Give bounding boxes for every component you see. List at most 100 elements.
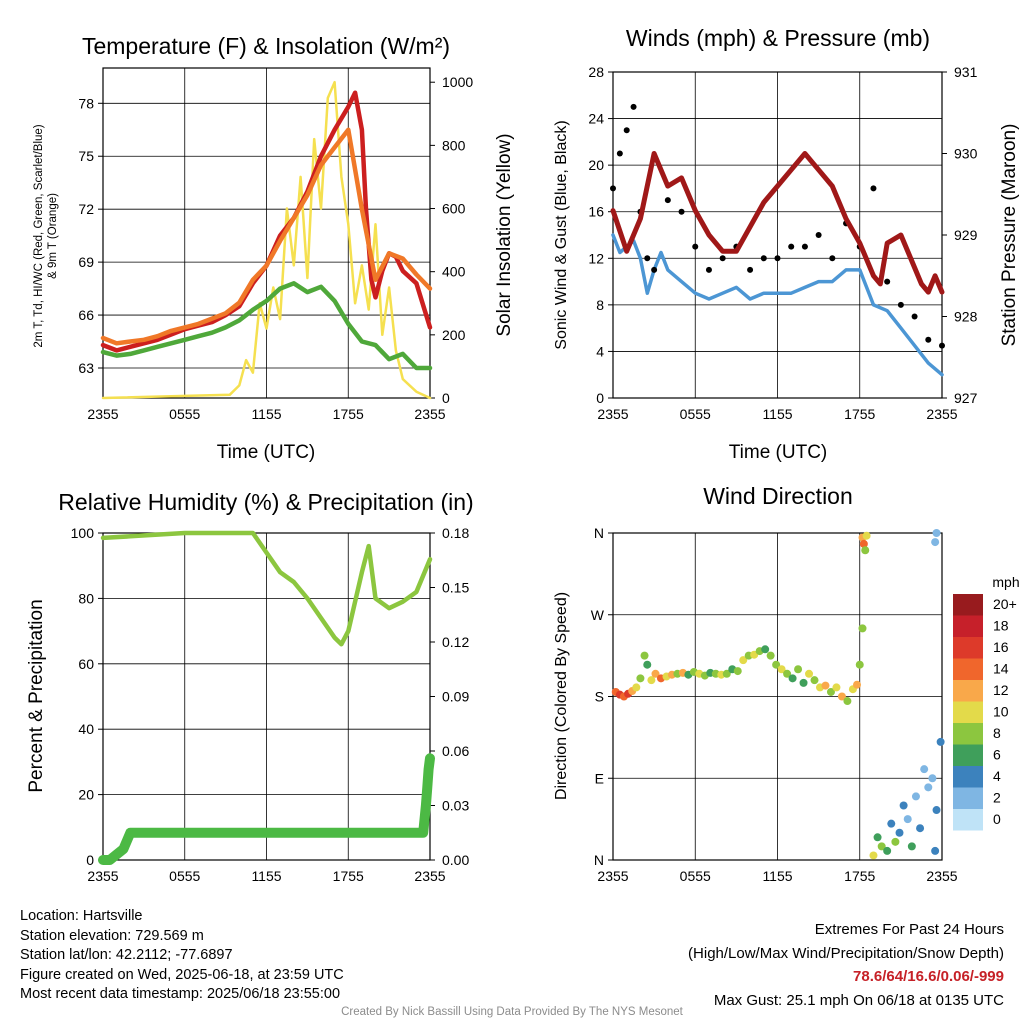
extremes-values: 78.6/64/16.6/0.06/-999 bbox=[853, 968, 1004, 985]
direction-point bbox=[843, 697, 852, 706]
direction-point bbox=[766, 651, 775, 660]
humidity-ylabel: Percent & Precipitation bbox=[26, 599, 47, 792]
direction-point bbox=[877, 842, 886, 851]
plots-canvas: Temperature (F) & Insolation (W/m²) 2355… bbox=[26, 25, 1020, 884]
gust-point bbox=[651, 266, 658, 273]
winds-ytick-label: 4 bbox=[596, 343, 604, 359]
station-elevation: Station elevation: 729.569 m bbox=[20, 927, 204, 944]
humidity-ytick-label: 40 bbox=[78, 721, 94, 737]
direction-point bbox=[837, 692, 846, 701]
recent-timestamp: Most recent data timestamp: 2025/06/18 2… bbox=[20, 986, 341, 1002]
extremes-info: Extremes For Past 24 Hours (High/Low/Max… bbox=[688, 918, 1004, 1012]
gust-point bbox=[760, 255, 767, 262]
humidity-ytick-label: 20 bbox=[78, 787, 94, 803]
gust-point bbox=[884, 278, 891, 285]
winds-ytick-label: 0 bbox=[596, 390, 604, 406]
direction-point bbox=[783, 669, 792, 678]
direction-ytick-label: N bbox=[594, 852, 604, 868]
gust-point bbox=[692, 243, 699, 250]
direction-xtick-label: 2355 bbox=[926, 868, 957, 884]
gust-point bbox=[664, 197, 671, 204]
direction-point bbox=[651, 669, 660, 678]
winds-ytick-right-label: 930 bbox=[954, 146, 978, 162]
speed-legend: mph 20+ 18 16 14 12 10 8 6 4 2 0 bbox=[953, 574, 1020, 831]
humidity-xtick-label: 2355 bbox=[87, 868, 118, 884]
temperature-ytick-label: 63 bbox=[78, 360, 94, 376]
winds-ytick-right-label: 928 bbox=[954, 309, 978, 325]
gust-point bbox=[719, 255, 726, 262]
station-info: Location: Hartsville Station elevation: … bbox=[20, 907, 344, 1005]
gust-point bbox=[678, 208, 685, 215]
speed-legend-label: 14 bbox=[993, 661, 1009, 677]
speed-legend-swatch bbox=[953, 809, 983, 831]
speed-legend-swatch bbox=[953, 701, 983, 723]
temperature-xtick-label: 1755 bbox=[333, 406, 364, 422]
humidity-ytick-right-label: 0.18 bbox=[442, 525, 469, 541]
direction-xtick-label: 0555 bbox=[680, 868, 711, 884]
speed-legend-label: 20+ bbox=[993, 596, 1017, 612]
winds-ytick-right-label: 929 bbox=[954, 227, 978, 243]
temperature-ylabel-right: Solar Insolation (Yellow) bbox=[494, 133, 515, 336]
figure-created: Figure created on Wed, 2025-06-18, at 23… bbox=[20, 966, 344, 983]
direction-panel: Wind Direction 2355 0555 1155 1755 2355NESWN… bbox=[553, 483, 1020, 884]
gust-point bbox=[705, 266, 712, 273]
winds-title: Winds (mph) & Pressure (mb) bbox=[626, 25, 930, 51]
direction-ytick-label: W bbox=[591, 607, 605, 623]
direction-point bbox=[826, 687, 835, 696]
direction-xtick-label: 1755 bbox=[844, 868, 875, 884]
speed-legend-label: 16 bbox=[993, 639, 1009, 655]
gust-point bbox=[829, 255, 836, 262]
gust-point bbox=[747, 266, 754, 273]
direction-point bbox=[859, 539, 868, 548]
direction-ytick-label: E bbox=[595, 770, 604, 786]
direction-point bbox=[722, 669, 731, 678]
gust-point bbox=[623, 127, 630, 134]
temperature-frame bbox=[102, 67, 431, 399]
direction-point bbox=[733, 667, 742, 676]
temperature-ytick-right-label: 200 bbox=[442, 327, 466, 343]
gust-point bbox=[897, 301, 904, 308]
direction-point bbox=[895, 828, 904, 837]
direction-point bbox=[647, 676, 656, 685]
temperature-series-9m-t bbox=[100, 127, 433, 346]
humidity-ytick-right-label: 0.09 bbox=[442, 689, 469, 705]
direction-point bbox=[931, 846, 940, 855]
speed-legend-swatch bbox=[953, 680, 983, 702]
direction-point bbox=[887, 819, 896, 828]
temperature-xlabel: Time (UTC) bbox=[217, 442, 316, 463]
direction-point bbox=[907, 842, 916, 851]
temperature-ytick-right-label: 800 bbox=[442, 137, 466, 153]
speed-legend-label: 2 bbox=[993, 790, 1001, 806]
speed-legend-swatch bbox=[953, 615, 983, 637]
speed-legend-swatch bbox=[953, 744, 983, 766]
direction-point bbox=[821, 681, 830, 690]
gust-point bbox=[870, 185, 877, 192]
gust-point bbox=[616, 150, 623, 157]
direction-point bbox=[794, 665, 803, 674]
direction-point bbox=[869, 851, 878, 860]
temperature-ytick-right-label: 0 bbox=[442, 390, 450, 406]
direction-point bbox=[805, 669, 814, 678]
humidity-ytick-right-label: 0.00 bbox=[442, 852, 469, 868]
gust-point bbox=[774, 255, 781, 262]
speed-legend-title: mph bbox=[992, 574, 1019, 590]
gust-point bbox=[801, 243, 808, 250]
direction-point bbox=[636, 674, 645, 683]
humidity-ytick-right-label: 0.12 bbox=[442, 634, 469, 650]
direction-point bbox=[643, 660, 652, 669]
temperature-ytick-right-label: 600 bbox=[442, 201, 466, 217]
extremes-title: Extremes For Past 24 Hours bbox=[814, 921, 1004, 938]
humidity-frame bbox=[102, 532, 431, 861]
temperature-title: Temperature (F) & Insolation (W/m²) bbox=[82, 33, 450, 59]
humidity-ytick-label: 0 bbox=[86, 852, 94, 868]
speed-legend-swatch bbox=[953, 594, 983, 616]
winds-ytick-label: 8 bbox=[596, 297, 604, 313]
speed-legend-swatch bbox=[953, 637, 983, 659]
direction-point bbox=[911, 792, 920, 801]
temperature-plot-area: 2355 0555 1155 1755 2355 63 66 69 72 75 78 0 200 400 6… bbox=[78, 67, 473, 422]
gust-point bbox=[788, 243, 795, 250]
speed-legend-label: 6 bbox=[993, 747, 1001, 763]
winds-ylabel-right: Station Pressure (Maroon) bbox=[999, 124, 1020, 347]
temperature-xtick-label: 1155 bbox=[251, 406, 281, 422]
temperature-ytick-label: 69 bbox=[78, 254, 94, 270]
